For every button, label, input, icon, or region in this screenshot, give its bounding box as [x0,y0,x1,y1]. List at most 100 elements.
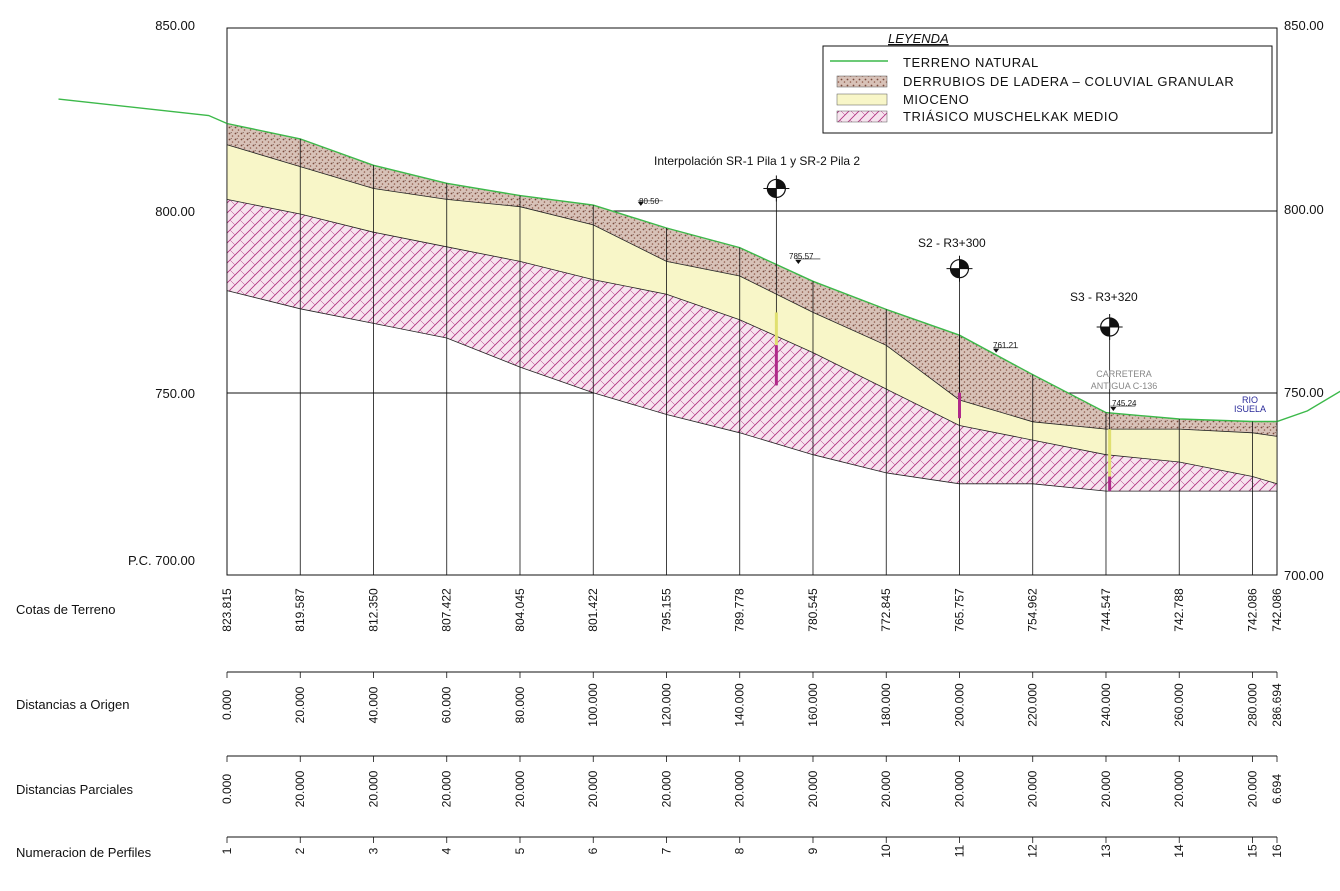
table-cell-distancias_parciales-10: 20.000 [879,770,893,807]
table-cell-distancias_parciales-7: 20.000 [659,770,673,807]
table-cell-perfiles-5: 5 [513,847,527,854]
y-label-left-700: P.C. 700.00 [128,553,195,568]
table-cell-distancias_origen-10: 180.000 [879,683,893,727]
table-cell-distancias_parciales-9: 20.000 [806,770,820,807]
table-cell-distancias_origen-1: 0.000 [220,690,234,720]
table-cell-perfiles-6: 6 [586,847,600,854]
borehole-1-symbol-q3 [767,188,777,198]
legend-label-terreno: TERRENO NATURAL [903,55,1039,70]
table-cell-distancias_origen-5: 80.000 [513,686,527,723]
table-cell-distancias_origen-12: 220.000 [1026,683,1040,727]
river-label-line2: ISUELA [1234,404,1266,414]
legend-title: LEYENDA [888,31,949,46]
table-cells: 823.815 819.587 812.350 807.422 804.045 801.4… [220,588,1284,858]
river-label-line1: RIO [1242,395,1258,405]
table-cell-distancias_parciales-5: 20.000 [513,770,527,807]
borehole-label-s2: S2 - R3+300 [918,236,986,250]
table-cell-perfiles-4: 4 [440,847,454,854]
road-label-line2: ANTIGUA C-136 [1091,381,1158,391]
table-cell-cotas-6: 801.422 [586,588,600,632]
contact-triasico-base [226,290,1277,492]
table-cell-cotas-14: 742.788 [1172,588,1186,632]
y-label-right-800: 800.00 [1284,202,1324,217]
table-cell-perfiles-7: 7 [659,847,673,854]
table-cell-perfiles-14: 14 [1172,844,1186,858]
table-cell-perfiles-2: 2 [293,847,307,854]
y-label-left-800: 800.00 [155,204,195,219]
table-cell-distancias_origen-8: 140.000 [733,683,747,727]
level-mark-2-text: 785.57 [789,252,814,261]
table-cell-perfiles-9: 9 [806,847,820,854]
table-cell-perfiles-8: 8 [733,847,747,854]
table-cell-perfiles-1: 1 [220,847,234,854]
table-cell-cotas-12: 754.962 [1026,588,1040,632]
level-mark-2-symbol [795,259,802,264]
table-cell-distancias_parciales-12: 20.000 [1026,770,1040,807]
table-cell-distancias_parciales-8: 20.000 [733,770,747,807]
row-label-cotas: Cotas de Terreno [16,602,116,617]
table-cell-cotas-13: 744.547 [1099,588,1113,632]
table-cell-cotas-7: 795.155 [659,588,673,632]
table-cell-perfiles-10: 10 [879,844,893,858]
y-label-right-850: 850.00 [1284,18,1324,33]
table-cell-distancias_origen-2: 20.000 [293,686,307,723]
road-label-line1: CARRETERA [1096,369,1152,379]
legend-label-derrubios: DERRUBIOS DE LADERA – COLUVIAL GRANULAR [903,74,1234,89]
table-cell-perfiles-11: 11 [952,844,966,857]
level-mark-3-text: 761.21 [993,341,1018,350]
y-label-left-750: 750.00 [155,386,195,401]
borehole-3-symbol-q3 [1100,327,1110,337]
table-cell-distancias_origen-6: 100.000 [586,683,600,727]
table-cell-distancias_parciales-3: 20.000 [366,770,380,807]
layer-triasico [227,199,1277,492]
layer-mioceno [227,144,1277,484]
legend-swatch-derrubios [836,75,888,88]
table-cell-perfiles-13: 13 [1099,844,1113,858]
table-cell-cotas-2: 819.587 [293,588,307,632]
layer-derrubios [227,123,1277,437]
table-cell-distancias_origen-14: 260.000 [1172,683,1186,727]
table-cell-distancias_origen-13: 240.000 [1099,683,1113,727]
table-cell-cotas-8: 789.778 [733,588,747,632]
table-cell-distancias_parciales-1: 0.000 [220,774,234,804]
borehole-label-s3: S3 - R3+320 [1070,290,1138,304]
table-cell-distancias_origen-15: 280.000 [1245,683,1259,727]
table-cell-cotas-5: 804.045 [513,588,527,632]
legend-box [822,45,1273,134]
table-cell-perfiles-3: 3 [366,847,380,854]
borehole-2-symbol-q3 [950,268,960,278]
table-cell-distancias_origen-16: 286.694 [1270,683,1284,727]
legend: LEYENDA TERRENO NATURAL DERRUBIOS DE LAD… [822,31,1273,134]
y-label-right-700: 700.00 [1284,568,1324,583]
borehole-label-sr1: Interpolación SR-1 Pila 1 y SR-2 Pila 2 [654,154,860,168]
row-label-perfiles: Numeracion de Perfiles [16,845,152,860]
table-cell-cotas-11: 765.757 [952,588,966,632]
table-cell-distancias_parciales-2: 20.000 [293,770,307,807]
table-cell-cotas-9: 780.545 [806,588,820,632]
row-label-distancias-origen: Distancias a Origen [16,697,129,712]
legend-swatch-triasico [836,110,888,123]
table-cell-cotas-15: 742.086 [1245,588,1259,632]
table-cell-distancias_origen-11: 200.000 [952,683,966,727]
level-mark-4-symbol [1110,407,1117,412]
y-label-left-850: 850.00 [155,18,195,33]
table-cell-cotas-10: 772.845 [879,588,893,632]
boreholes [763,175,1123,492]
table-cell-cotas-1: 823.815 [220,588,234,632]
legend-swatch-mioceno [836,93,888,106]
table-cell-distancias_parciales-16: 6.694 [1270,774,1284,804]
table-cell-distancias_parciales-11: 20.000 [952,770,966,807]
borehole-1-symbol-q1 [776,179,786,189]
table-cell-distancias_origen-4: 60.000 [440,686,454,723]
table-cell-perfiles-15: 15 [1245,844,1259,858]
table-cell-distancias_parciales-13: 20.000 [1099,770,1113,807]
table-cell-distancias_origen-9: 160.000 [806,683,820,727]
level-mark-3-symbol [993,348,1000,353]
legend-label-triasico: TRIÁSICO MUSCHELKAK MEDIO [903,109,1119,124]
table-cell-cotas-3: 812.350 [366,588,380,632]
borehole-2-symbol-q1 [959,259,969,269]
level-mark-4-text: 745.24 [1112,399,1137,408]
profile-verticals [226,123,1278,575]
y-label-right-750: 750.00 [1284,385,1324,400]
